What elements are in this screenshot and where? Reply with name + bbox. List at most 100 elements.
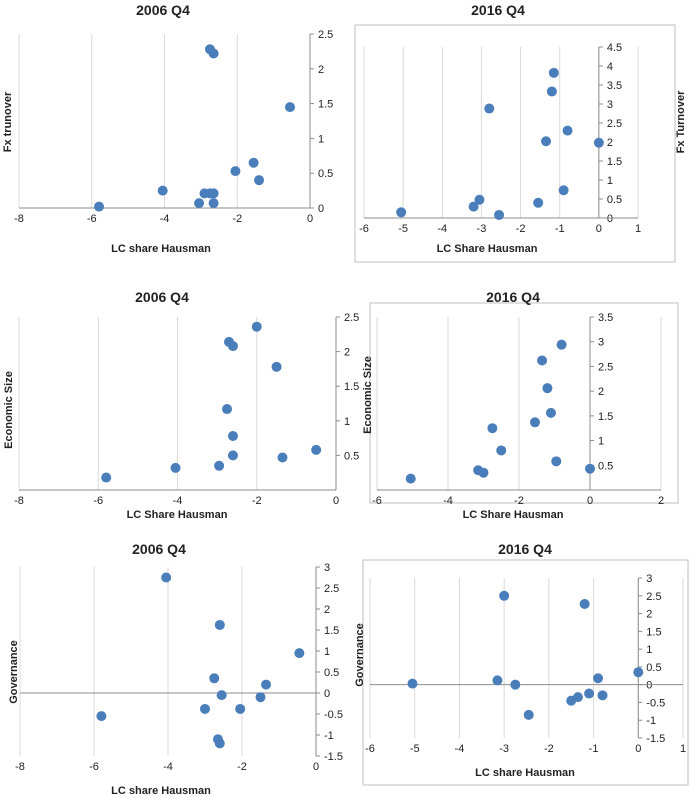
y-tick-label: 1	[318, 133, 324, 145]
chart-title: 2006 Q4	[132, 541, 186, 557]
y-tick-label: 3	[607, 99, 613, 111]
data-point	[208, 48, 219, 59]
y-tick-label: 3	[598, 337, 604, 349]
x-tick-label: -8	[15, 761, 25, 773]
data-point	[545, 407, 556, 418]
y-tick-label: 1.5	[646, 626, 661, 638]
x-tick-label: -6	[359, 223, 369, 235]
data-point	[161, 572, 172, 583]
data-point	[101, 472, 112, 483]
y-tick-label: 0.5	[607, 194, 622, 206]
x-tick-label: -4	[163, 761, 173, 773]
chart-title: 2016 Q4	[486, 289, 540, 305]
y-tick-label: 2	[344, 347, 350, 359]
y-tick-label: 3.5	[598, 312, 613, 324]
y-tick-label: 2.5	[598, 361, 613, 373]
data-point	[537, 355, 548, 366]
chart-title: 2016 Q4	[471, 2, 525, 18]
chart-panel-4: 2016 Q4 LC Share Hausman Economic Size -…	[362, 289, 679, 521]
x-tick-label: -2	[516, 223, 526, 235]
data-point	[284, 102, 295, 113]
y-tick-label: 0.5	[344, 450, 359, 462]
x-tick-label: 1	[680, 743, 686, 755]
x-tick-label: -6	[365, 743, 375, 755]
y-tick-label: -0.5	[646, 697, 665, 709]
y-tick-label: 0	[318, 203, 324, 215]
x-tick-label: 2	[658, 495, 664, 507]
x-tick-label: -4	[455, 743, 465, 755]
data-point	[227, 450, 238, 461]
x-tick-label: -2	[252, 495, 262, 507]
data-point	[468, 201, 479, 212]
chart-title: 2006 Q4	[136, 2, 190, 18]
data-point	[157, 185, 168, 196]
x-tick-label: 0	[596, 223, 602, 235]
data-point	[562, 125, 573, 136]
y-axis-label: Governance	[354, 623, 366, 687]
x-axis-label: LC Share Hausman	[127, 509, 228, 521]
data-point	[235, 703, 246, 714]
x-tick-label: -4	[173, 495, 183, 507]
y-tick-label: 1	[344, 416, 350, 428]
data-point	[579, 598, 590, 609]
y-tick-label: 2	[607, 137, 613, 149]
y-tick-label: 3.5	[607, 80, 622, 92]
y-tick-label: 0.5	[646, 662, 661, 674]
chart-frame	[354, 24, 676, 263]
data-point	[633, 667, 644, 678]
y-axis-label: Fx trunover	[2, 91, 14, 152]
data-point	[96, 711, 107, 722]
data-point	[546, 86, 557, 97]
data-point	[255, 692, 266, 703]
data-point	[496, 445, 507, 456]
chart-title: 2016 Q4	[498, 541, 552, 557]
data-point	[593, 673, 604, 684]
x-tick-label: -3	[499, 743, 509, 755]
y-tick-label: 0	[607, 213, 613, 225]
data-point	[311, 444, 322, 455]
x-tick-label: 0	[313, 761, 319, 773]
y-tick-label: 1	[607, 175, 613, 187]
data-point	[533, 197, 544, 208]
data-point	[277, 452, 288, 463]
x-axis-label: LC share Hausman	[475, 767, 575, 779]
chart-panel-3: 2006 Q4 LC Share Hausman Economic Size -…	[3, 289, 359, 521]
data-point	[593, 137, 604, 148]
y-tick-label: 1.5	[598, 411, 613, 423]
x-tick-label: -2	[544, 743, 554, 755]
data-point	[261, 679, 272, 690]
y-tick-label: 1.5	[344, 381, 359, 393]
data-point	[584, 688, 595, 699]
x-tick-label: -6	[89, 761, 99, 773]
y-tick-label: 1	[598, 436, 604, 448]
y-tick-label: 1.5	[607, 156, 622, 168]
x-tick-label: -1	[555, 223, 565, 235]
y-tick-label: 2	[598, 386, 604, 398]
data-point	[294, 648, 305, 659]
chart-frame	[369, 302, 679, 504]
data-point	[271, 361, 282, 372]
x-tick-label: -6	[87, 213, 97, 225]
chart-panel-5: 2006 Q4 LC share Hausman Governance -8 -6…	[8, 541, 343, 797]
data-point	[494, 209, 505, 220]
y-tick-label: 3	[324, 562, 330, 574]
x-axis-label: LC share Hausman	[111, 785, 211, 797]
data-point	[484, 103, 495, 114]
data-point	[251, 321, 262, 332]
data-point	[214, 460, 225, 471]
chart-panel-1: 2006 Q4 LC share Hausman Fx trunover -8 -…	[2, 2, 333, 255]
data-point	[510, 679, 521, 690]
x-tick-label: -8	[14, 213, 24, 225]
y-tick-label: -0.5	[324, 709, 343, 721]
y-tick-label: 1.5	[318, 99, 333, 111]
y-tick-label: 1	[324, 646, 330, 658]
y-tick-label: 3	[646, 573, 652, 585]
x-tick-label: -2	[237, 761, 247, 773]
y-tick-label: -1	[646, 715, 656, 727]
data-point	[558, 185, 569, 196]
x-tick-label: -4	[443, 495, 453, 507]
y-tick-label: 4.5	[607, 42, 622, 54]
chart-title: 2006 Q4	[135, 289, 189, 305]
data-point	[529, 417, 540, 428]
